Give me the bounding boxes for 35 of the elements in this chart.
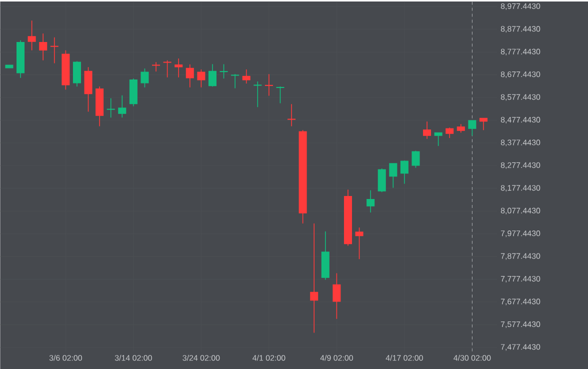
candlestick [288, 104, 296, 126]
candlestick [446, 127, 454, 138]
candlestick [332, 272, 341, 320]
candlestick [129, 78, 138, 106]
candlestick [174, 58, 183, 78]
candlestick [310, 222, 318, 333]
candlestick [264, 74, 273, 96]
candlestick [276, 86, 284, 104]
candlestick [186, 64, 194, 88]
candlestick [468, 120, 476, 136]
candlestick [400, 160, 408, 184]
candlestick [118, 94, 126, 118]
candlestick [50, 36, 58, 64]
candlestick [479, 118, 488, 130]
candlestick [72, 60, 81, 87]
candlestick [28, 20, 36, 51]
candlestick [378, 168, 386, 192]
candlestick [434, 132, 442, 146]
candlestick [242, 68, 250, 84]
candlestick [106, 98, 115, 118]
candlestick [389, 162, 398, 188]
candlestick [254, 80, 262, 108]
candlestick [39, 32, 48, 61]
candlestick [423, 120, 432, 140]
candlestick [140, 68, 149, 88]
candlestick [163, 60, 172, 78]
candlestick [366, 190, 375, 213]
candlestick [84, 66, 92, 112]
candlestick [231, 74, 240, 88]
candlestick [208, 64, 216, 87]
candlestick [412, 150, 420, 168]
candlestick [197, 68, 206, 88]
candlestick [220, 64, 228, 79]
candlestick [152, 62, 160, 72]
candlestick [355, 226, 364, 260]
